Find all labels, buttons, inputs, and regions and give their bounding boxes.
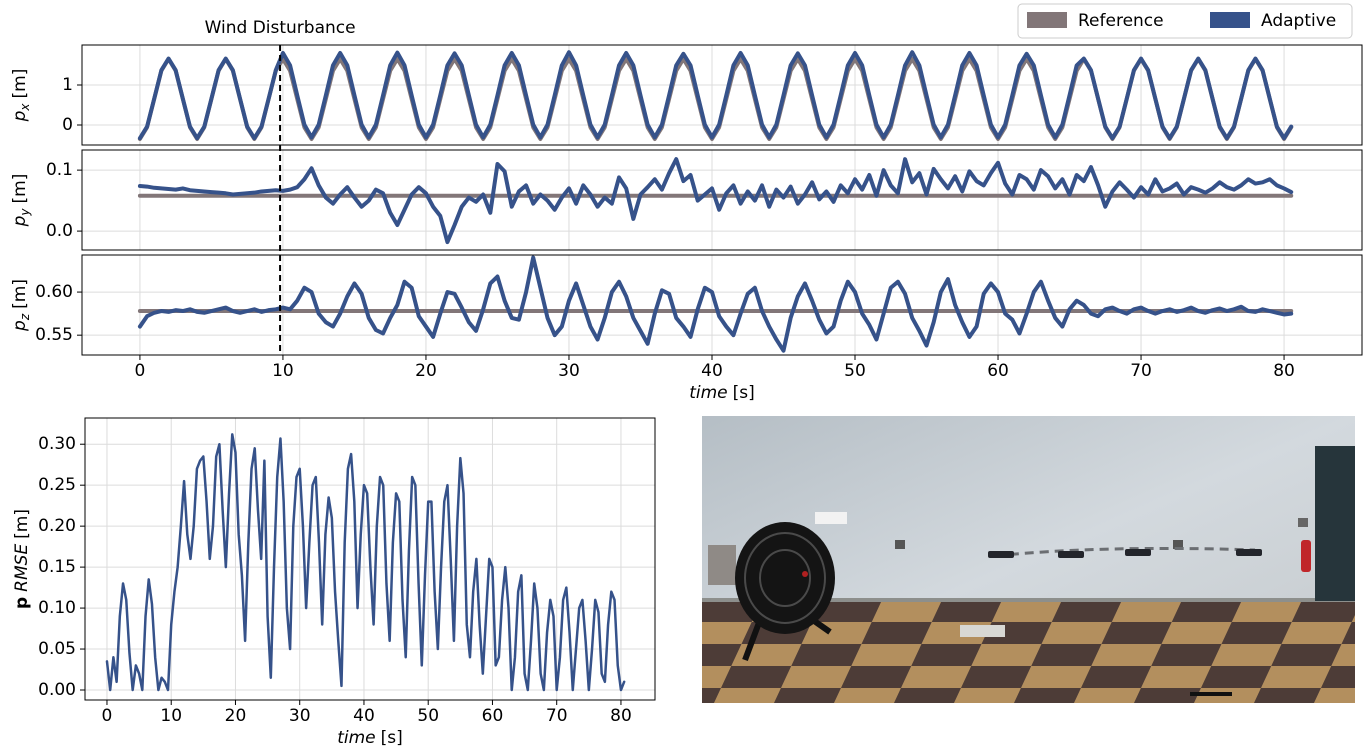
x-tick-label: 0 xyxy=(135,361,146,381)
drone xyxy=(988,551,1014,558)
y-axis-label: pz [m] xyxy=(10,279,32,332)
plot-area xyxy=(82,255,1362,355)
y-tick-label: 0.00 xyxy=(38,680,76,700)
x-tick-label: 20 xyxy=(415,361,437,381)
y-tick-label: 0.1 xyxy=(46,160,73,180)
baseboard xyxy=(702,598,1355,602)
legend-label: Adaptive xyxy=(1261,11,1336,31)
y-tick-label: 0.20 xyxy=(38,516,76,536)
y-tick-label: 0.0 xyxy=(46,221,73,241)
x-tick-label: 10 xyxy=(272,361,294,381)
y-label-symbol: p xyxy=(10,320,30,332)
plot-frame xyxy=(81,254,1363,356)
fan-hub xyxy=(802,571,808,577)
y-label-unit: [m] xyxy=(10,174,30,204)
x-axis-label: time [s] xyxy=(337,728,403,747)
x-label-name: time xyxy=(689,383,727,403)
y-tick-label: 0 xyxy=(62,115,73,135)
stand xyxy=(708,545,736,585)
y-label-name: RMSE xyxy=(12,544,32,592)
plot-frame xyxy=(84,417,656,701)
fan xyxy=(735,522,835,634)
x-tick-label: 70 xyxy=(546,706,568,726)
legend-label: Reference xyxy=(1078,11,1164,31)
y-label-sub: x xyxy=(18,103,32,112)
y-tick-label: 1 xyxy=(62,75,73,95)
y-axis-label: p RMSE [m] xyxy=(12,509,32,609)
wall-sign xyxy=(1298,518,1308,527)
y-label-symbol: p xyxy=(10,215,30,227)
floor-paper xyxy=(960,625,1005,637)
x-axis-label: time [s] xyxy=(689,383,755,403)
wall-sign xyxy=(895,540,905,549)
x-tick-label: 70 xyxy=(1130,361,1152,381)
y-label-unit: [m] xyxy=(10,279,30,309)
y-tick-label: 0.60 xyxy=(35,282,73,302)
x-tick-label: 40 xyxy=(353,706,375,726)
fan-grill xyxy=(744,532,826,624)
plot-frame xyxy=(81,149,1363,251)
x-tick-label: 0 xyxy=(102,706,113,726)
chart: 0 10 20 30 40 50 60 70 80 0.00 0.05 0.10 0.15 0.20 0.2… xyxy=(12,417,656,747)
y-tick-label: 0.05 xyxy=(38,639,76,659)
y-label-sub: y xyxy=(18,208,32,217)
y-label-symbol: p xyxy=(10,110,30,122)
drone xyxy=(1125,549,1151,556)
door xyxy=(1315,446,1355,601)
plot-area xyxy=(82,45,1362,145)
y-tick-label: 0.15 xyxy=(38,557,76,577)
y-axis-label: py [m] xyxy=(10,174,32,228)
photo xyxy=(702,416,1355,703)
data-line xyxy=(137,50,1294,141)
annotation-text: Wind Disturbance xyxy=(205,18,356,38)
y-tick-label: 0.55 xyxy=(35,325,73,345)
y-tick-label: 0.10 xyxy=(38,598,76,618)
x-tick-label: 80 xyxy=(1273,361,1295,381)
plot-frame xyxy=(81,44,1363,146)
data-line xyxy=(137,255,1294,353)
x-tick-label: 60 xyxy=(482,706,504,726)
data-line xyxy=(137,157,1294,245)
extinguisher xyxy=(1301,540,1311,572)
x-tick-label: 50 xyxy=(417,706,439,726)
y-label-symbol: p xyxy=(12,597,32,609)
data-line xyxy=(105,433,626,692)
y-label-unit: [m] xyxy=(12,509,32,539)
y-label-unit: [m] xyxy=(10,69,30,99)
x-label-unit: [s] xyxy=(733,383,755,403)
wall-sign xyxy=(1173,540,1183,549)
x-label-unit: [s] xyxy=(381,728,403,747)
floor-tape xyxy=(1190,692,1232,696)
x-tick-label: 10 xyxy=(160,706,182,726)
x-tick-label: 50 xyxy=(844,361,866,381)
y-label-sub: z xyxy=(18,313,32,321)
x-tick-label: 80 xyxy=(610,706,632,726)
box xyxy=(815,512,847,524)
y-axis-label: px [m] xyxy=(10,69,32,123)
drone xyxy=(1236,549,1262,556)
legend-swatch xyxy=(1210,12,1250,28)
fan-grill xyxy=(759,549,811,607)
x-tick-label: 60 xyxy=(987,361,1009,381)
drones xyxy=(988,549,1262,558)
x-tick-label: 30 xyxy=(558,361,580,381)
y-tick-label: 0.25 xyxy=(38,475,76,495)
x-tick-label: 40 xyxy=(701,361,723,381)
legend-box xyxy=(1017,3,1353,39)
legend-swatch xyxy=(1027,12,1067,28)
drone xyxy=(1058,551,1084,558)
x-tick-label: 30 xyxy=(289,706,311,726)
x-tick-label: 20 xyxy=(225,706,247,726)
x-label-name: time xyxy=(337,728,375,747)
y-tick-label: 0.30 xyxy=(38,434,76,454)
fan-leg xyxy=(742,618,763,662)
